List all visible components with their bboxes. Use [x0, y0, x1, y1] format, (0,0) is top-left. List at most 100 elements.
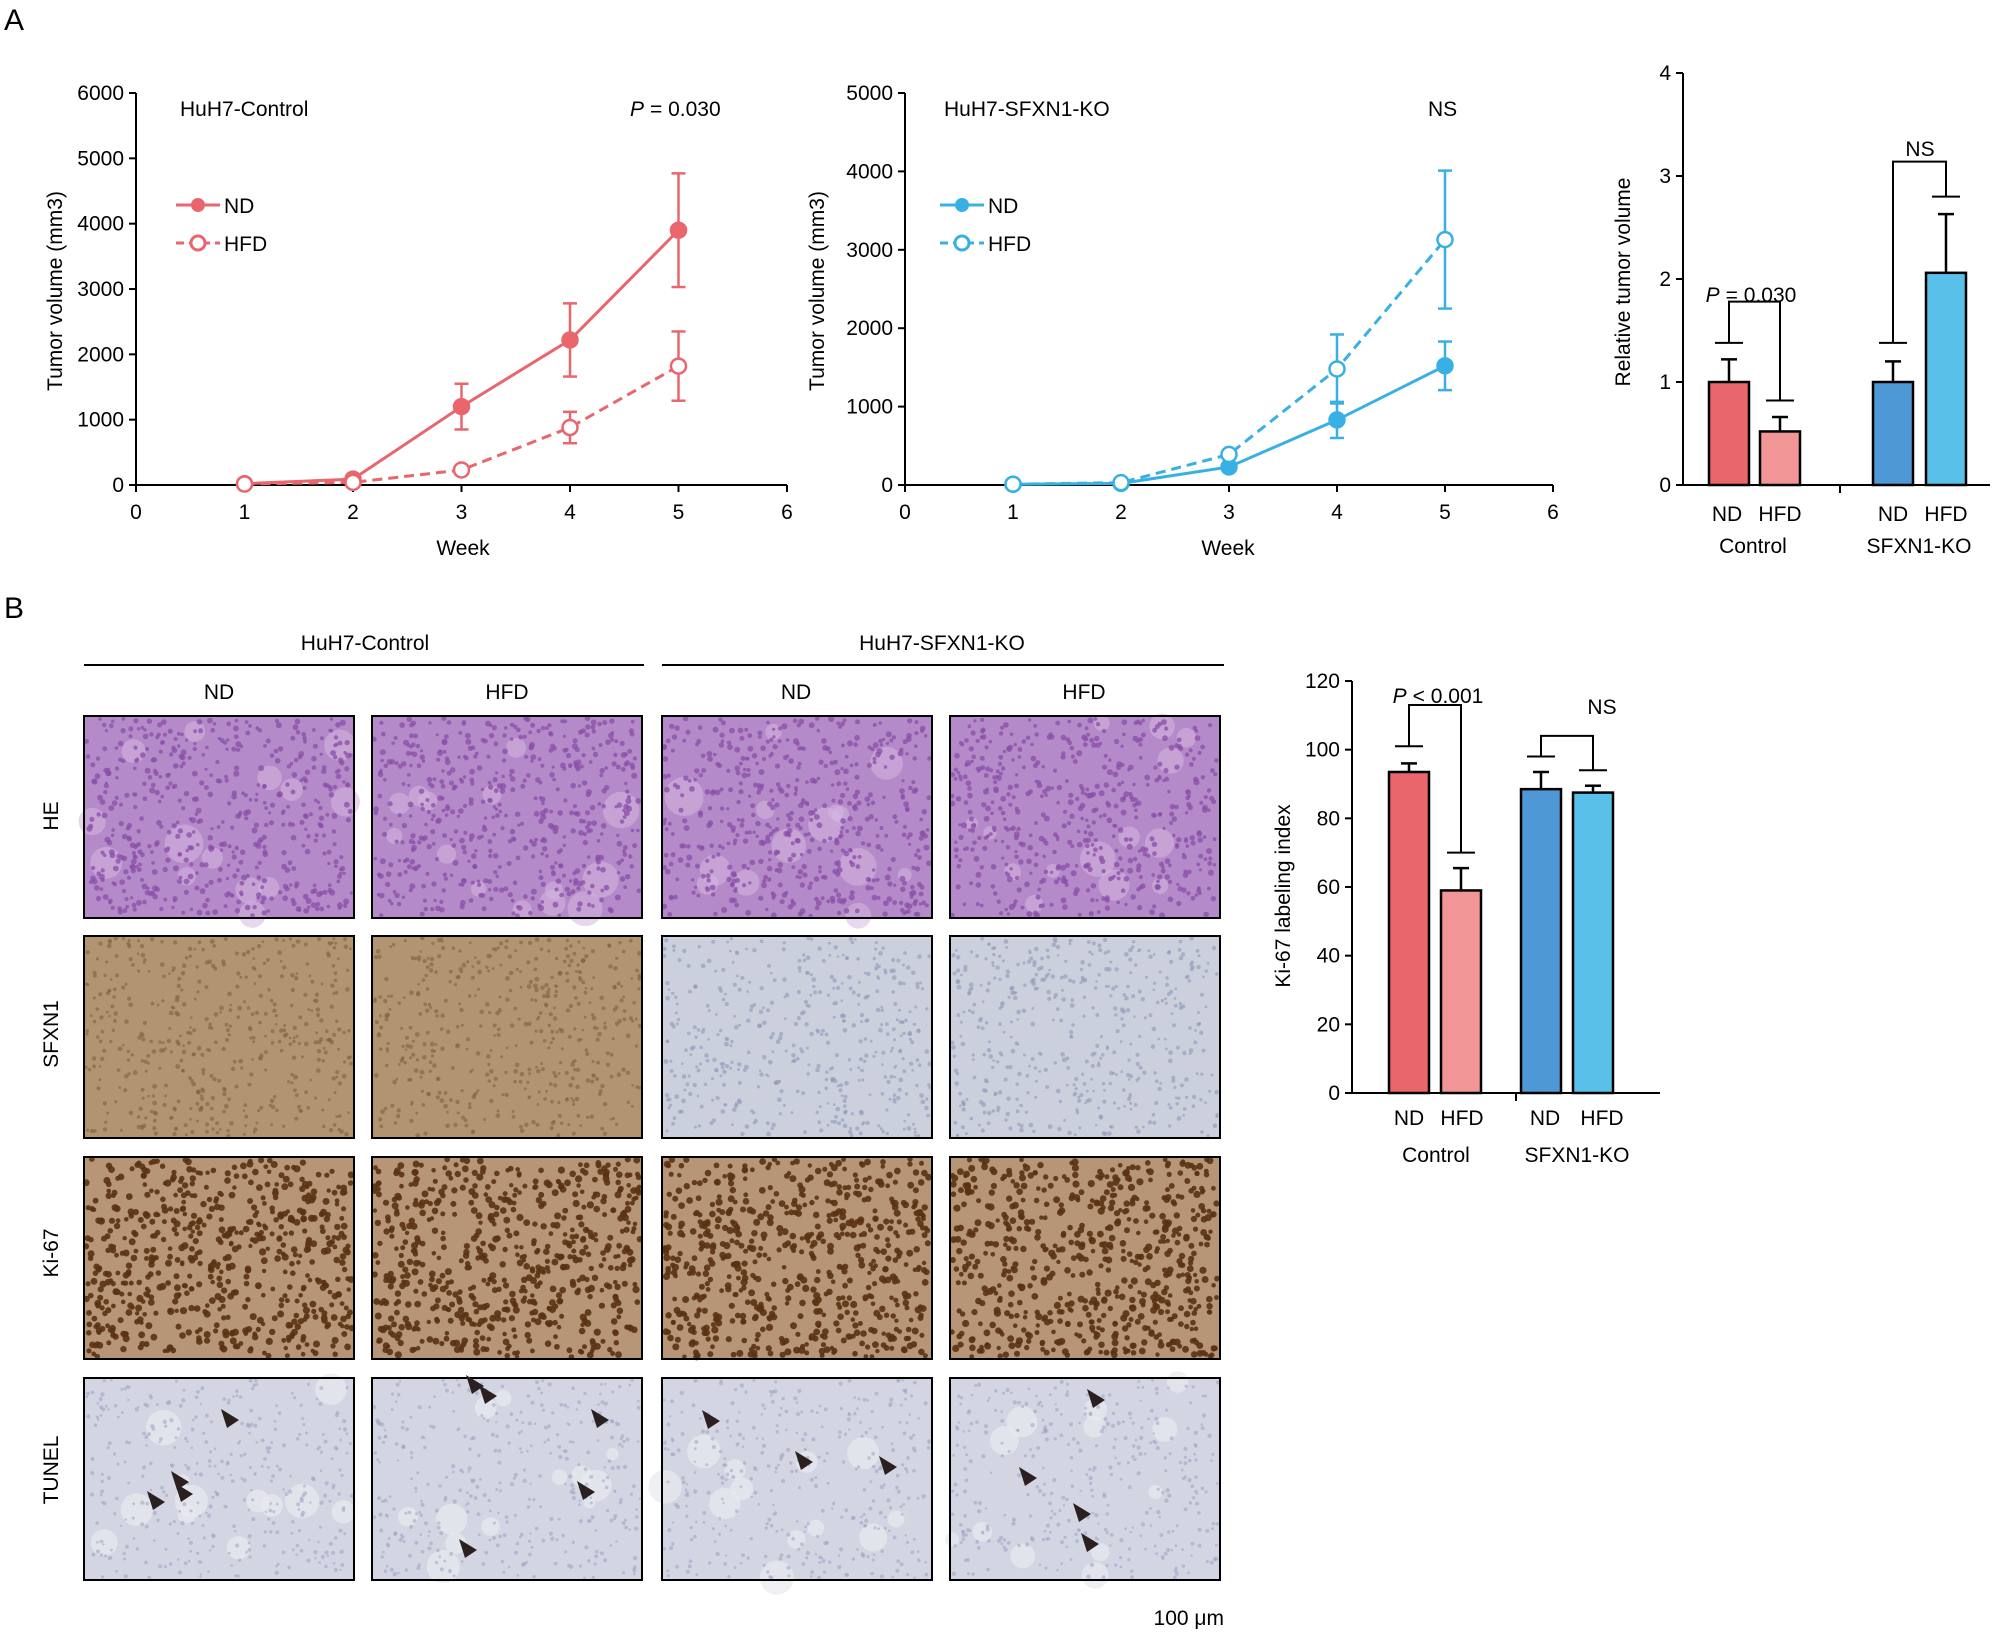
cell-nucleus: [103, 973, 107, 978]
cell-nucleus: [700, 1029, 705, 1034]
cell-nucleus: [848, 894, 855, 901]
cell-nucleus: [405, 751, 411, 756]
cell-nucleus: [243, 1000, 247, 1004]
cell-nucleus: [302, 893, 309, 900]
cell-nucleus: [919, 830, 926, 837]
cell-nucleus: [1009, 867, 1013, 871]
cell-nucleus: [205, 1101, 210, 1107]
cell-nucleus: [911, 970, 916, 976]
cell-nucleus: [530, 759, 534, 763]
cell-nucleus: [736, 818, 741, 822]
cell-nucleus: [965, 780, 972, 786]
cell-nucleus: [768, 858, 772, 862]
cell-nucleus: [571, 1099, 576, 1103]
cell-nucleus: [226, 738, 230, 742]
cell-nucleus: [137, 1316, 144, 1323]
cell-nucleus: [767, 1059, 773, 1065]
cell-nucleus: [1072, 759, 1078, 764]
cell-nucleus: [320, 982, 324, 986]
cell-nucleus: [1156, 879, 1160, 884]
cell-nucleus: [252, 1168, 259, 1176]
cell-nucleus: [287, 860, 293, 866]
cell-nucleus: [528, 1095, 532, 1099]
cell-nucleus: [964, 846, 970, 851]
cell-nucleus: [254, 798, 259, 802]
cell-nucleus: [665, 996, 670, 1001]
cell-nucleus: [573, 811, 579, 816]
cell-nucleus: [427, 1002, 432, 1007]
cell-nucleus: [728, 949, 732, 953]
cell-nucleus: [292, 724, 299, 731]
cell-nucleus: [260, 885, 264, 890]
cell-nucleus: [689, 1046, 694, 1051]
cell-nucleus: [892, 900, 897, 905]
cell-nucleus: [421, 1103, 426, 1107]
cell-nucleus: [174, 1231, 180, 1237]
cell-nucleus: [151, 869, 158, 875]
cell-nucleus: [133, 718, 139, 724]
cell-nucleus: [125, 826, 131, 831]
cell-nucleus: [536, 728, 541, 734]
cell-nucleus: [834, 769, 841, 776]
cell-nucleus: [1215, 1113, 1219, 1117]
cell-nucleus: [1152, 851, 1157, 856]
cell-nucleus: [694, 863, 700, 869]
cell-nucleus: [128, 1110, 134, 1116]
cell-nucleus: [297, 1042, 301, 1046]
cell-nucleus: [538, 818, 544, 825]
cell-nucleus: [737, 1080, 742, 1085]
cell-nucleus: [850, 1112, 854, 1116]
y-tick-label: 1: [1659, 371, 1671, 394]
cell-nucleus: [584, 732, 590, 738]
cell-nucleus: [665, 738, 671, 744]
cell-nucleus: [755, 834, 759, 838]
cell-nucleus: [262, 961, 267, 965]
cell-nucleus: [192, 746, 197, 752]
cell-nucleus: [1124, 902, 1128, 907]
cell-nucleus: [808, 881, 813, 886]
cell-nucleus: [1176, 900, 1182, 907]
micrograph-he-4: [949, 713, 1221, 919]
cell-nucleus: [784, 890, 789, 895]
cell-nucleus: [538, 905, 545, 912]
cell-nucleus: [413, 1068, 419, 1073]
x-tick-label: 3: [456, 501, 468, 524]
cell-nucleus: [508, 1315, 515, 1322]
cell-nucleus: [735, 833, 740, 838]
cell-nucleus: [538, 875, 544, 881]
cell-nucleus: [301, 1284, 307, 1291]
cell-nucleus: [576, 963, 580, 967]
cell-nucleus: [313, 798, 318, 803]
cell-nucleus: [783, 755, 788, 760]
cell-nucleus: [472, 863, 478, 870]
cell-nucleus: [226, 863, 231, 867]
cell-nucleus: [247, 1218, 254, 1225]
cell-nucleus: [127, 1291, 133, 1297]
cell-nucleus: [303, 739, 307, 744]
cell-nucleus: [1152, 904, 1157, 909]
cell-nucleus: [88, 880, 93, 884]
cell-nucleus: [918, 902, 923, 906]
cell-nucleus: [293, 1312, 300, 1319]
cell-nucleus: [401, 1044, 405, 1048]
cell-nucleus: [177, 798, 182, 803]
cell-nucleus: [148, 1160, 154, 1166]
cell-nucleus: [180, 988, 184, 992]
cell-nucleus: [162, 732, 167, 737]
cell-nucleus: [428, 1069, 432, 1074]
cell-nucleus: [422, 898, 427, 903]
legend-nd-marker: [955, 198, 969, 212]
cell-nucleus: [332, 992, 336, 996]
cell-nucleus: [1168, 744, 1175, 751]
cell-nucleus: [328, 728, 332, 732]
cell-nucleus: [912, 901, 918, 907]
cell-nucleus: [749, 859, 756, 866]
cell-nucleus: [103, 789, 108, 795]
cell-nucleus: [477, 882, 482, 888]
cell-nucleus: [219, 1269, 224, 1275]
cell-nucleus: [1101, 896, 1106, 901]
cell-nucleus: [261, 940, 265, 943]
cell-nucleus: [1032, 763, 1039, 769]
cell-nucleus: [143, 1212, 151, 1219]
